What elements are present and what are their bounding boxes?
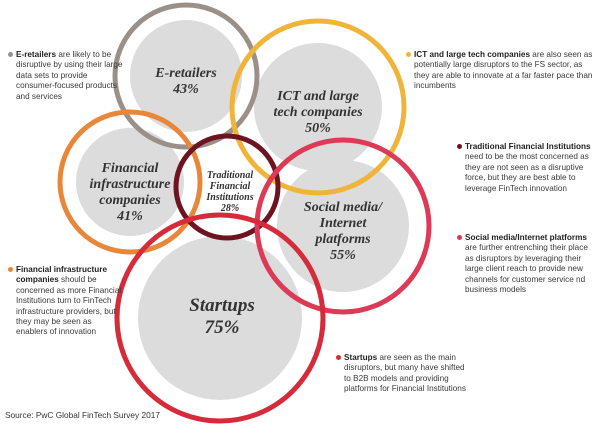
financial-infrastructure-label-line3: companies [99, 193, 161, 208]
startups-disc [138, 236, 302, 400]
financial-infrastructure-label-line2: infrastructure [90, 177, 171, 192]
ict-label-line1: ICT and large [276, 89, 359, 104]
annotation-traditional-text: need to be the most concerned as they ar… [465, 152, 589, 193]
e-retailers-label: E-retailers [154, 66, 217, 81]
traditional-ring [173, 133, 281, 241]
annotation-traditional-title: Traditional Financial Institutions [465, 142, 591, 151]
startups-label: Startups [189, 295, 254, 316]
annotation-financial-infrastructure-title: Financial infrastructure companies [16, 265, 107, 285]
social-media-pct: 55% [330, 248, 356, 263]
social-media-label-line2: Internet [319, 216, 368, 231]
financial-infrastructure-label-line1: Financial [101, 161, 159, 176]
ict-ring [229, 18, 407, 196]
traditional-bullet-icon [457, 144, 462, 149]
annotation-ict-title: ICT and large tech companies [414, 50, 531, 59]
social-media-label-line1: Social media/ [304, 200, 383, 215]
startups-pct: 75% [205, 317, 240, 338]
annotation-social-media: Social media/Internet platforms are furt… [457, 233, 595, 295]
annotation-social-media-title: Social media/Internet platforms [465, 233, 587, 242]
startups-bullet-icon [336, 355, 341, 360]
e-retailers-ring [112, 2, 260, 150]
annotation-startups: Startups are seen as the main disruptors… [336, 353, 469, 395]
annotation-e-retailers: E-retailers are likely to be disruptive … [8, 50, 124, 102]
startups-ring [114, 212, 326, 424]
social-media-ring [254, 137, 432, 315]
traditional-label-line1: Traditional [207, 170, 254, 181]
annotation-e-retailers-title: E-retailers [16, 50, 57, 59]
e-retailers-bullet-icon [8, 52, 13, 57]
annotation-ict-text: are also seen as potentially large disru… [414, 50, 593, 91]
social-media-label-line3: platforms [314, 232, 371, 247]
annotation-startups-text: are seen as the main disruptors, but man… [344, 353, 466, 394]
annotation-financial-infrastructure-text: should be concerned as more Financial In… [16, 275, 122, 337]
annotation-financial-infrastructure: Financial infrastructure companies shoul… [8, 265, 124, 338]
financial-infrastructure-pct: 41% [116, 209, 143, 224]
ict-label-line2: tech companies [273, 105, 363, 120]
annotation-traditional: Traditional Financial Institutions need … [457, 142, 595, 194]
ict-pct: 50% [305, 121, 331, 136]
e-retailers-disc [130, 20, 242, 132]
financial-infrastructure-ring [57, 109, 203, 255]
annotation-e-retailers-text: are likely to be disruptive by using the… [16, 50, 123, 101]
source-note: Source: PwC Global FinTech Survey 2017 [5, 410, 160, 420]
e-retailers-pct: 43% [172, 82, 199, 97]
traditional-label-line3: Institutions [205, 192, 253, 203]
social-media-bullet-icon [457, 235, 462, 240]
financial-infrastructure-disc [76, 128, 184, 236]
annotation-startups-title: Startups [344, 353, 378, 362]
traditional-pct: 28% [220, 203, 239, 214]
financial-infrastructure-bullet-icon [8, 267, 13, 272]
annotation-ict: ICT and large tech companies are also se… [406, 50, 594, 92]
ict-bullet-icon [406, 52, 411, 57]
annotation-social-media-text: are further entrenching their place as d… [465, 243, 588, 295]
traditional-label-line2: Financial [209, 181, 251, 192]
